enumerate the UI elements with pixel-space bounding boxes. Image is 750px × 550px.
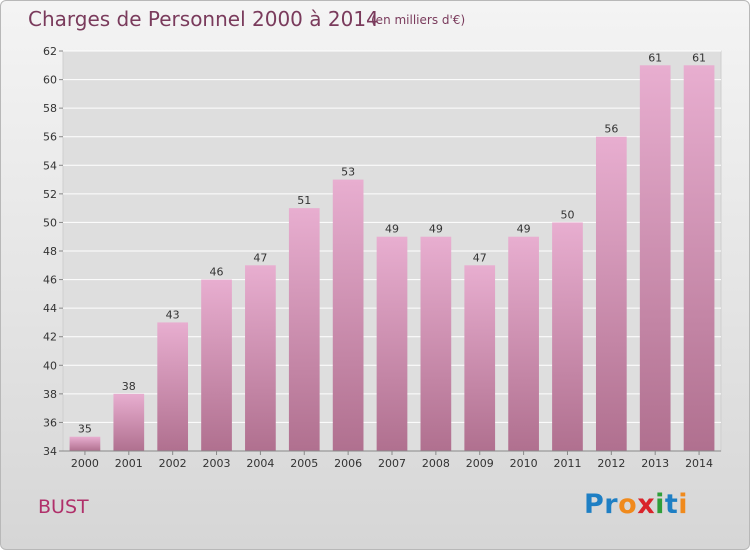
data-label-2003: 46 (210, 266, 224, 279)
y-tick-label: 54 (43, 159, 57, 172)
bar-2009 (464, 265, 496, 451)
x-tick-label-2010: 2010 (510, 457, 538, 470)
logo-letter: i (655, 489, 665, 520)
data-label-2012: 56 (604, 123, 618, 136)
x-tick-label-2001: 2001 (115, 457, 143, 470)
data-label-2014: 61 (692, 51, 706, 64)
x-tick-label-2005: 2005 (290, 457, 318, 470)
y-tick-label: 50 (43, 216, 57, 229)
y-tick-label: 56 (43, 131, 57, 144)
logo-letter: x (637, 489, 656, 520)
y-tick-label: 40 (43, 359, 57, 372)
x-tick-label-2011: 2011 (553, 457, 581, 470)
y-tick-label: 58 (43, 102, 57, 115)
bar-2001 (113, 393, 145, 451)
data-label-2000: 35 (78, 423, 92, 436)
data-label-2009: 47 (473, 251, 487, 264)
y-tick-label: 46 (43, 274, 57, 287)
y-tick-label: 62 (43, 45, 57, 58)
x-tick-label-2004: 2004 (246, 457, 274, 470)
commune-name: BUST (38, 496, 89, 518)
bar-2014 (683, 65, 715, 452)
data-label-2002: 43 (166, 308, 180, 321)
y-tick-label: 52 (43, 188, 57, 201)
logo-letter: i (678, 489, 689, 520)
logo-letter: P (584, 489, 605, 520)
y-axis: 34 36 38 40 42 44 46 48 50 52 54 56 58 60 62 (43, 45, 63, 458)
data-label-2006: 53 (341, 166, 355, 179)
bar-2000 (69, 436, 101, 451)
bar-2008 (420, 236, 452, 451)
y-tick-label: 36 (43, 416, 57, 429)
data-label-2008: 49 (429, 223, 443, 236)
bars (69, 65, 715, 452)
x-tick-label-2012: 2012 (597, 457, 625, 470)
x-tick-label-2002: 2002 (159, 457, 187, 470)
bar-2007 (376, 236, 408, 451)
x-tick-label-2000: 2000 (71, 457, 99, 470)
data-labels: 35 38 43 46 47 51 53 49 49 47 49 50 56 61 61 (78, 51, 706, 435)
data-label-2011: 50 (560, 208, 574, 221)
y-tick-label: 38 (43, 388, 57, 401)
bar-2006 (332, 179, 364, 452)
data-label-2007: 49 (385, 223, 399, 236)
bar-2010 (508, 236, 539, 451)
y-tick-label: 42 (43, 331, 57, 344)
data-label-2010: 49 (517, 223, 531, 236)
bar-2004 (245, 265, 276, 451)
bar-2003 (201, 279, 232, 451)
logo-letter: o (618, 489, 638, 520)
logo-letter: r (604, 489, 619, 520)
x-tick-label-2009: 2009 (466, 457, 494, 470)
x-tick-label-2006: 2006 (334, 457, 362, 470)
bar-2011 (552, 222, 583, 451)
bar-2002 (157, 322, 189, 451)
bar-2012 (595, 136, 627, 451)
data-label-2001: 38 (122, 380, 136, 393)
y-tick-label: 34 (43, 445, 57, 458)
y-tick-label: 44 (43, 302, 57, 315)
x-tick-label-2013: 2013 (641, 457, 669, 470)
chart-title: Charges de Personnel 2000 à 2014 (28, 7, 379, 31)
x-tick-label-2003: 2003 (203, 457, 231, 470)
chart-subtitle: (en milliers d'€) (371, 13, 466, 27)
x-tick-label-2007: 2007 (378, 457, 406, 470)
data-label-2005: 51 (297, 194, 311, 207)
x-tick-label-2014: 2014 (685, 457, 713, 470)
bar-2013 (639, 65, 671, 452)
bar-2005 (288, 208, 320, 451)
logo-letter: t (664, 489, 679, 520)
data-label-2013: 61 (648, 51, 662, 64)
y-tick-label: 60 (43, 74, 57, 87)
x-tick-label-2008: 2008 (422, 457, 450, 470)
x-axis: 2000 2001 2002 2003 2004 2005 2006 2007 2008 2009… (63, 450, 721, 470)
proxiti-logo: Proxiti (584, 489, 688, 520)
y-tick-label: 48 (43, 245, 57, 258)
data-label-2004: 47 (253, 251, 267, 264)
